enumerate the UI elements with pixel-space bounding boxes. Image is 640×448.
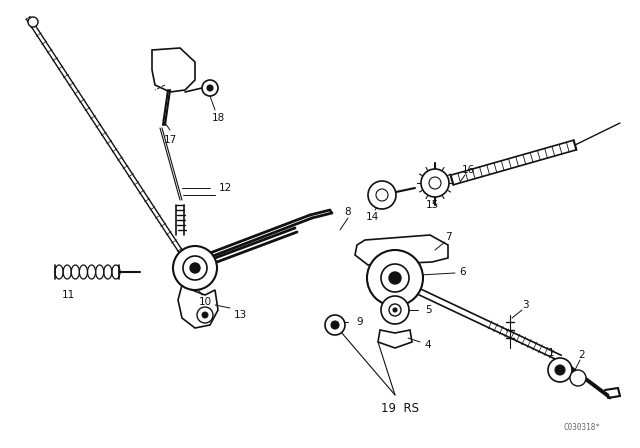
Circle shape	[207, 85, 213, 91]
Text: 14: 14	[365, 212, 379, 222]
Text: 10: 10	[198, 297, 212, 307]
Circle shape	[368, 181, 396, 209]
Text: 1: 1	[548, 348, 554, 358]
Text: 19  RS: 19 RS	[381, 401, 419, 414]
Circle shape	[570, 370, 586, 386]
Circle shape	[548, 358, 572, 382]
Text: 16: 16	[461, 165, 475, 175]
Circle shape	[190, 263, 200, 273]
Text: 7: 7	[445, 232, 451, 242]
Circle shape	[389, 304, 401, 316]
Text: 9: 9	[356, 317, 364, 327]
Polygon shape	[378, 330, 412, 348]
Circle shape	[421, 169, 449, 197]
Circle shape	[429, 177, 441, 189]
Circle shape	[28, 17, 38, 27]
Circle shape	[376, 189, 388, 201]
Circle shape	[555, 365, 565, 375]
Polygon shape	[152, 48, 195, 92]
Circle shape	[381, 264, 409, 292]
Circle shape	[173, 246, 217, 290]
Text: 6: 6	[460, 267, 467, 277]
Text: 12: 12	[218, 183, 232, 193]
Circle shape	[202, 80, 218, 96]
Polygon shape	[178, 285, 218, 328]
Text: 5: 5	[425, 305, 431, 315]
Text: 17: 17	[163, 135, 177, 145]
Circle shape	[197, 307, 213, 323]
Circle shape	[367, 250, 423, 306]
Circle shape	[331, 321, 339, 329]
Circle shape	[325, 315, 345, 335]
Text: 3: 3	[522, 300, 528, 310]
Text: 2: 2	[579, 350, 586, 360]
Circle shape	[381, 296, 409, 324]
Circle shape	[389, 272, 401, 284]
Circle shape	[393, 308, 397, 312]
Text: 15: 15	[426, 200, 438, 210]
Text: C030318*: C030318*	[563, 423, 600, 432]
Text: 18: 18	[211, 113, 225, 123]
Text: 8: 8	[345, 207, 351, 217]
Text: 11: 11	[61, 290, 75, 300]
Circle shape	[202, 312, 208, 318]
Circle shape	[183, 256, 207, 280]
Text: 13: 13	[234, 310, 246, 320]
Polygon shape	[355, 235, 448, 265]
Text: 4: 4	[425, 340, 431, 350]
